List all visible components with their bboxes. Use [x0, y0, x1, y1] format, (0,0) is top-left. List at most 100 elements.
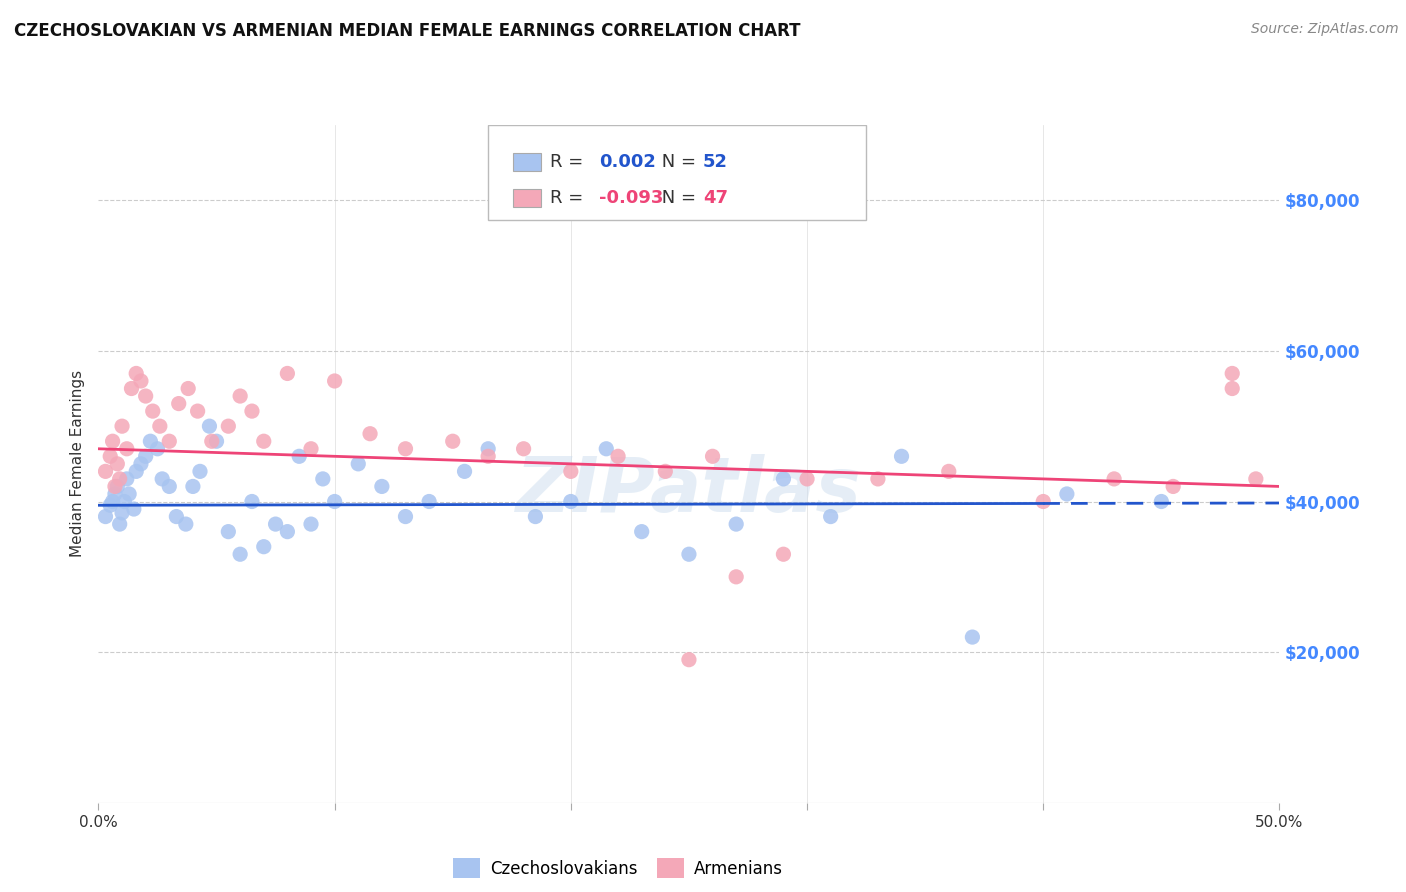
Point	[157, 479, 180, 493]
Point	[938, 464, 960, 478]
FancyBboxPatch shape	[513, 189, 541, 207]
Point	[198, 419, 221, 434]
FancyBboxPatch shape	[513, 153, 541, 170]
Point	[796, 472, 818, 486]
Point	[94, 509, 117, 524]
Point	[177, 382, 200, 396]
Point	[253, 540, 276, 554]
Point	[323, 494, 346, 508]
Point	[725, 570, 748, 584]
Point	[560, 464, 582, 478]
Point	[323, 374, 346, 388]
Point	[104, 479, 127, 493]
Point	[595, 442, 617, 456]
Point	[205, 434, 228, 449]
Text: N =: N =	[655, 188, 702, 207]
Point	[229, 389, 252, 403]
Text: 52: 52	[703, 153, 728, 171]
Point	[108, 517, 131, 532]
FancyBboxPatch shape	[488, 125, 866, 219]
Point	[453, 464, 475, 478]
Point	[115, 472, 138, 486]
Point	[560, 494, 582, 508]
Point	[312, 472, 335, 486]
Point	[772, 472, 794, 486]
Point	[394, 509, 416, 524]
Point	[125, 464, 148, 478]
Point	[129, 374, 152, 388]
Text: R =: R =	[550, 188, 589, 207]
Point	[512, 442, 534, 456]
Point	[299, 517, 322, 532]
Point	[111, 506, 134, 520]
Point	[240, 404, 263, 418]
Point	[118, 487, 141, 501]
Point	[165, 509, 187, 524]
Point	[607, 450, 630, 464]
Point	[678, 547, 700, 561]
Text: Source: ZipAtlas.com: Source: ZipAtlas.com	[1251, 22, 1399, 37]
Point	[276, 367, 298, 381]
Point	[253, 434, 276, 449]
Point	[181, 479, 204, 493]
Point	[188, 464, 211, 478]
Text: N =: N =	[655, 153, 702, 171]
Legend: Czechoslovakians, Armenians: Czechoslovakians, Armenians	[447, 852, 790, 884]
Text: ZIPatlas: ZIPatlas	[516, 454, 862, 528]
Point	[654, 464, 676, 478]
Point	[111, 419, 134, 434]
Point	[866, 472, 889, 486]
Point	[264, 517, 287, 532]
Point	[240, 494, 263, 508]
Point	[112, 494, 135, 508]
Point	[98, 450, 121, 464]
Point	[820, 509, 842, 524]
Point	[105, 479, 128, 493]
Point	[125, 367, 148, 381]
Point	[174, 517, 197, 532]
Point	[299, 442, 322, 456]
Point	[105, 457, 128, 471]
Point	[142, 404, 165, 418]
Point	[276, 524, 298, 539]
Point	[477, 450, 499, 464]
Point	[359, 426, 381, 441]
Point	[167, 396, 190, 410]
Point	[101, 434, 124, 449]
Point	[441, 434, 464, 449]
Point	[772, 547, 794, 561]
Point	[108, 472, 131, 486]
Point	[1032, 494, 1054, 508]
Point	[1244, 472, 1267, 486]
Point	[135, 450, 157, 464]
Point	[1161, 479, 1184, 493]
Point	[1056, 487, 1078, 501]
Point	[217, 419, 239, 434]
Point	[1150, 494, 1173, 508]
Point	[150, 472, 173, 486]
Text: 0.002: 0.002	[599, 153, 657, 171]
Point	[962, 630, 984, 644]
Text: CZECHOSLOVAKIAN VS ARMENIAN MEDIAN FEMALE EARNINGS CORRELATION CHART: CZECHOSLOVAKIAN VS ARMENIAN MEDIAN FEMAL…	[14, 22, 800, 40]
Point	[98, 498, 121, 512]
Point	[630, 524, 652, 539]
Point	[418, 494, 440, 508]
Point	[201, 434, 224, 449]
Point	[477, 442, 499, 456]
Point	[115, 442, 138, 456]
Point	[187, 404, 209, 418]
Point	[1220, 382, 1243, 396]
Point	[229, 547, 252, 561]
Point	[121, 382, 143, 396]
Point	[1220, 367, 1243, 381]
Point	[129, 457, 152, 471]
Point	[371, 479, 394, 493]
Point	[347, 457, 370, 471]
Point	[139, 434, 162, 449]
Point	[702, 450, 724, 464]
Point	[101, 494, 124, 508]
Point	[149, 419, 172, 434]
Text: R =: R =	[550, 153, 589, 171]
Point	[146, 442, 169, 456]
Point	[104, 487, 127, 501]
